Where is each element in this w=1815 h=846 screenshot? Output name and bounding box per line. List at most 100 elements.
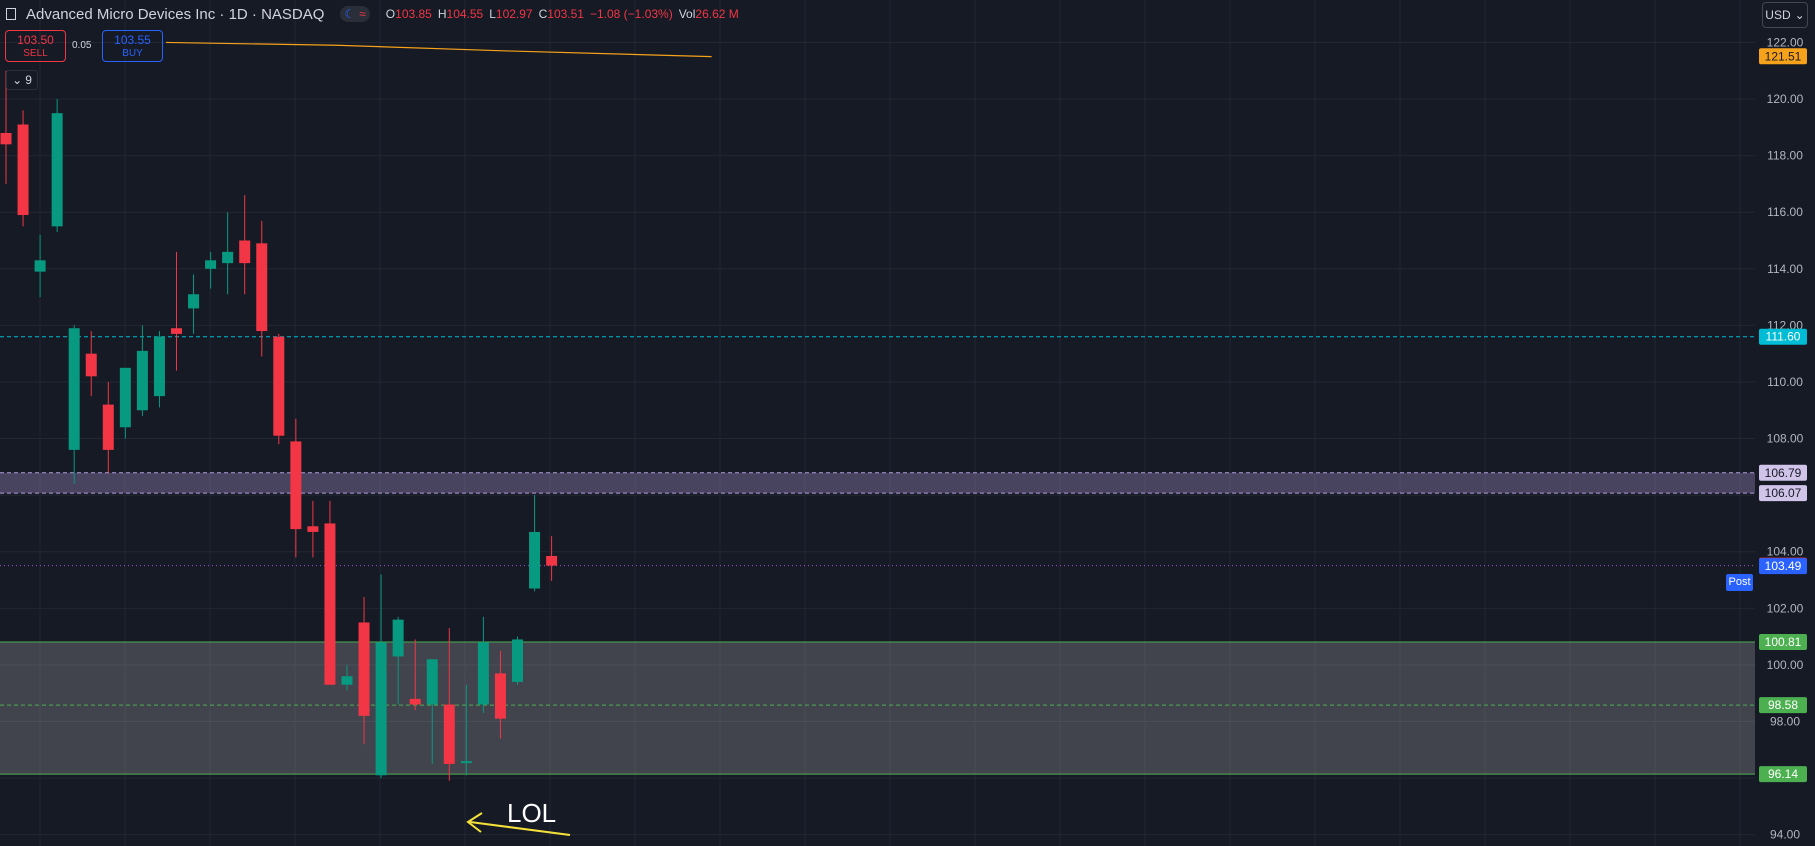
y-tick-label: 94.00	[1770, 828, 1800, 842]
candle-body	[307, 526, 319, 532]
close-value: 103.51	[547, 7, 584, 21]
price-tag: 98.58	[1759, 697, 1807, 714]
candle	[256, 220, 268, 357]
candle-body	[460, 761, 472, 764]
candle-body	[341, 676, 353, 685]
indicator-count: 9	[25, 73, 32, 87]
candle-body	[273, 336, 285, 436]
candle	[341, 664, 353, 691]
candle-body	[17, 124, 29, 216]
wave-icon: ≈	[359, 7, 366, 21]
candle-body	[188, 294, 200, 309]
candle-body	[375, 642, 387, 776]
zone-rect	[0, 641, 1755, 775]
high-value: 104.55	[446, 7, 484, 21]
buy-button[interactable]: 103.55 BUY	[102, 30, 163, 62]
candle	[546, 536, 558, 581]
candle	[409, 639, 421, 711]
price-tag-bg	[1759, 328, 1807, 345]
candle	[188, 274, 200, 334]
symbol-logo-icon	[6, 8, 16, 20]
price-tag-bg	[1759, 697, 1807, 714]
chevron-down-icon: ⌄	[1794, 8, 1805, 22]
y-tick-label: 116.00	[1767, 205, 1803, 219]
candle-body	[239, 240, 251, 264]
indicators-toggle[interactable]: ⌄ 9	[6, 70, 38, 90]
price-tag-label: 100.81	[1765, 635, 1802, 649]
buy-price: 103.55	[114, 33, 151, 47]
candle-body	[494, 673, 506, 719]
candle	[273, 333, 285, 445]
price-tag-bg	[1759, 48, 1807, 65]
price-tag: 96.14	[1759, 766, 1807, 783]
candle-body	[51, 113, 63, 227]
arrow-head-icon	[466, 812, 483, 833]
price-tag-label: 106.07	[1765, 486, 1802, 500]
session-toggle[interactable]: ☾ ≈	[340, 6, 370, 22]
candle	[443, 628, 455, 781]
candle	[119, 367, 131, 439]
candle-body	[409, 698, 421, 705]
y-tick-label: 98.00	[1770, 715, 1800, 729]
candle	[494, 650, 506, 739]
candle	[102, 381, 114, 473]
candle-body	[171, 328, 182, 334]
chevron-down-icon: ⌄	[12, 73, 23, 87]
spread-value: 0.05	[72, 40, 92, 51]
price-tag-label: 106.79	[1765, 466, 1802, 480]
candle-body	[102, 404, 114, 450]
zone-rect	[0, 472, 1755, 494]
buy-label: BUY	[122, 48, 143, 59]
price-tag-bg	[1759, 558, 1807, 575]
ohlc-values: O103.85 H104.55 L102.97 C103.51 −1.08 (−…	[385, 7, 739, 21]
price-tag-bg	[1759, 485, 1807, 502]
candle-body	[512, 639, 523, 682]
y-tick-label: 114.00	[1767, 262, 1803, 276]
candle-body	[529, 531, 541, 589]
candle-body	[85, 353, 97, 377]
price-tag: 100.81	[1759, 633, 1807, 650]
y-tick-label: 118.00	[1767, 149, 1803, 163]
candle	[239, 195, 251, 295]
price-tag-label: 111.60	[1766, 330, 1801, 344]
candle-body	[324, 523, 336, 685]
candle-body	[426, 659, 438, 705]
price-tag: 103.49	[1759, 558, 1807, 575]
price-tag: 106.79	[1759, 464, 1807, 481]
candle	[529, 495, 541, 592]
price-tag-bg	[1759, 464, 1807, 481]
candle	[68, 325, 80, 484]
currency-label: USD	[1765, 8, 1791, 22]
sell-label: SELL	[23, 48, 48, 59]
candle	[307, 500, 319, 558]
chart-header: Advanced Micro Devices Inc · 1D · NASDAQ…	[6, 4, 739, 24]
candle	[222, 212, 234, 295]
price-tag-label: 98.58	[1768, 698, 1798, 712]
candle	[477, 616, 489, 714]
candle	[375, 574, 387, 779]
candle	[324, 500, 336, 685]
level-lines	[0, 336, 1755, 775]
candle	[0, 70, 12, 184]
price-tag-label: 96.14	[1768, 767, 1798, 781]
candle-body	[153, 336, 165, 397]
low-value: 102.97	[495, 7, 533, 21]
candle-body	[205, 260, 217, 269]
currency-select[interactable]: USD ⌄	[1762, 2, 1808, 28]
y-tick-label: 120.00	[1767, 92, 1804, 106]
sell-button[interactable]: 103.50 SELL	[5, 30, 66, 62]
annotation-arrow: LOL	[466, 798, 571, 836]
candle	[17, 110, 29, 227]
change-value: −1.08 (−1.03%)	[589, 7, 673, 21]
zones	[0, 472, 1755, 775]
y-tick-label: 102.00	[1767, 601, 1804, 615]
price-axis: 94.0096.0098.00100.00102.00104.00106.001…	[1756, 0, 1815, 846]
candle	[290, 418, 302, 558]
candles	[0, 70, 558, 781]
symbol-title[interactable]: Advanced Micro Devices Inc · 1D · NASDAQ	[26, 5, 325, 23]
price-tag-bg	[1759, 633, 1807, 650]
y-tick-label: 108.00	[1767, 432, 1804, 446]
moving-average	[165, 41, 712, 58]
price-tags: 121.51111.60106.79106.07103.51103.49100.…	[1759, 48, 1807, 783]
